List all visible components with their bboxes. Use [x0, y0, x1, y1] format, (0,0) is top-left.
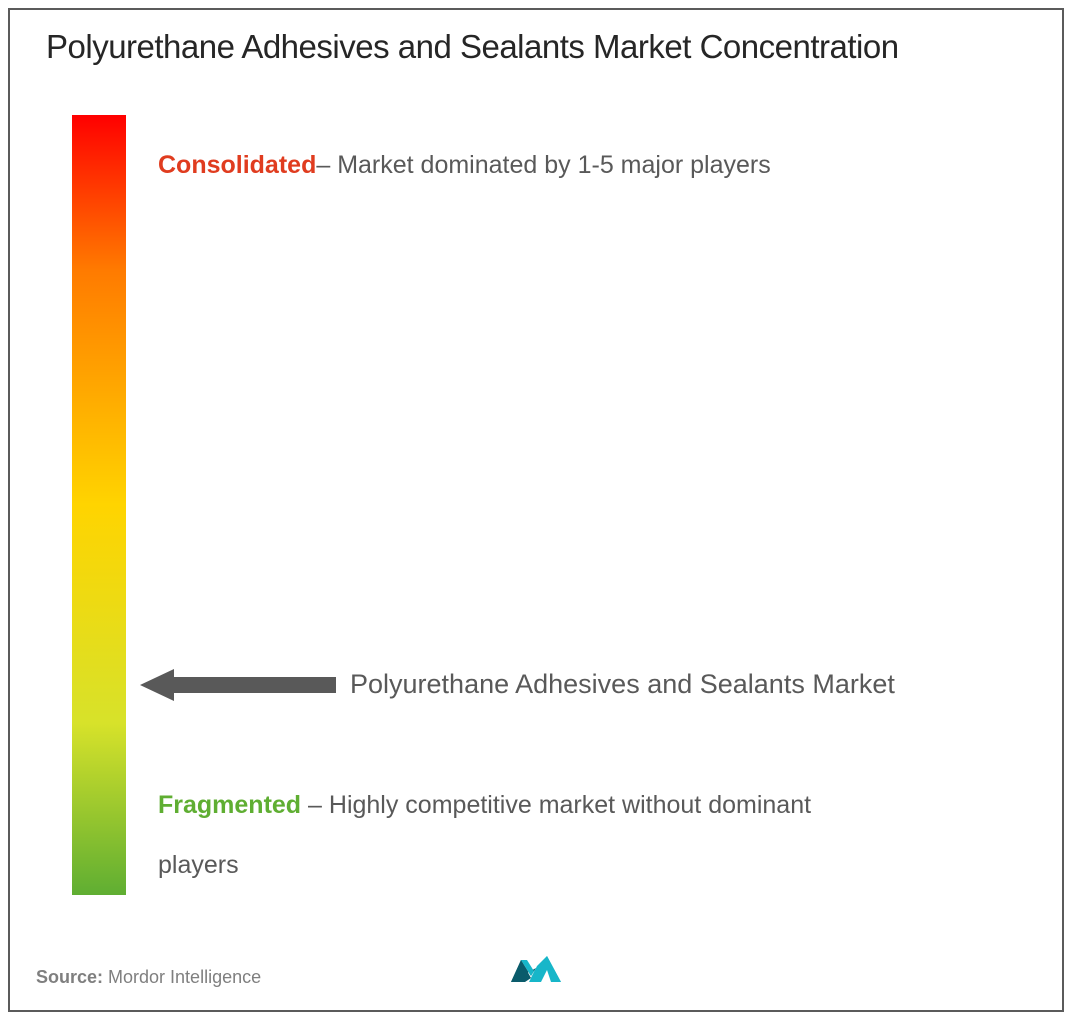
source-name: Mordor Intelligence: [108, 967, 261, 987]
chart-title: Polyurethane Adhesives and Sealants Mark…: [46, 28, 1026, 66]
concentration-gradient-bar: [72, 115, 126, 895]
source-prefix: Source:: [36, 967, 108, 987]
source-attribution: Source: Mordor Intelligence: [36, 967, 261, 988]
marker-label: Polyurethane Adhesives and Sealants Mark…: [350, 669, 895, 700]
consolidated-description: Consolidated– Market dominated by 1-5 ma…: [158, 135, 858, 195]
fragmented-label: Fragmented: [158, 791, 301, 819]
consolidated-rest: – Market dominated by 1-5 major players: [316, 151, 770, 179]
consolidated-label: Consolidated: [158, 151, 316, 179]
fragmented-description: Fragmented – Highly competitive market w…: [158, 775, 858, 895]
chart-container: Polyurethane Adhesives and Sealants Mark…: [8, 8, 1064, 1012]
mordor-logo-icon: [507, 952, 565, 988]
marker-arrow-icon: [140, 665, 340, 705]
